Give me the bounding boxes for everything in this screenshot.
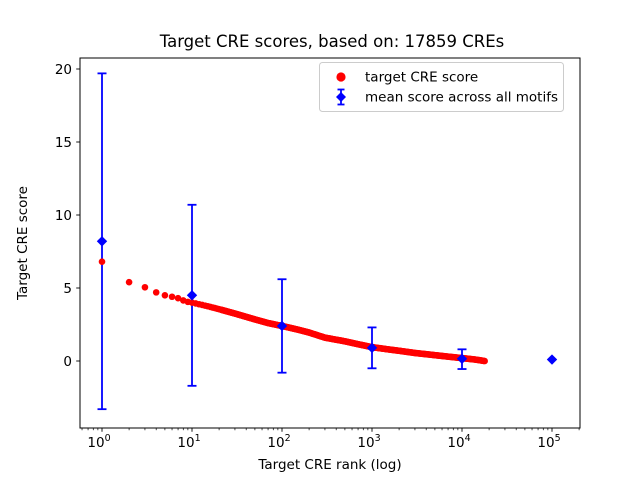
mean-diamond-point	[456, 353, 468, 365]
mean-diamond-point	[366, 342, 378, 354]
y-tick-label: 10	[55, 208, 72, 224]
y-axis-label: Target CRE score	[15, 186, 31, 301]
x-tick-label: 101	[177, 433, 200, 451]
mean-score-points	[96, 236, 558, 365]
axes: 100 101 102 103 104 105 0 5 10 15 20	[55, 62, 580, 451]
x-tick-label: 103	[357, 433, 380, 451]
legend-label-mean: mean score across all motifs	[365, 90, 558, 106]
x-tick-label: 100	[87, 433, 110, 451]
data-point	[481, 357, 488, 365]
x-tick-label: 105	[537, 433, 560, 451]
x-axis-label: Target CRE rank (log)	[257, 457, 401, 473]
y-tick-label: 15	[55, 135, 72, 151]
x-tick-label: 104	[447, 433, 470, 451]
mean-diamond-point	[96, 236, 108, 247]
mean-diamond-point	[546, 354, 558, 365]
data-point	[141, 283, 149, 291]
data-point	[98, 258, 106, 266]
legend: target CRE score mean score across all m…	[319, 62, 564, 112]
legend-item-mean: mean score across all motifs	[336, 88, 558, 106]
chart-title: Target CRE scores, based on: 17859 CREs	[159, 32, 505, 51]
y-tick-label: 5	[63, 281, 72, 297]
y-tick-label: 20	[55, 62, 72, 78]
mean-diamond-point	[186, 290, 198, 301]
data-point	[161, 292, 169, 299]
blue-diamond-errorbar-marker-icon	[336, 88, 346, 106]
data-point	[168, 293, 176, 301]
data-point	[152, 289, 160, 296]
legend-item-target: target CRE score	[336, 70, 478, 86]
red-circle-marker-icon	[336, 72, 346, 82]
legend-label-target: target CRE score	[365, 70, 478, 86]
y-tick-label: 0	[63, 354, 72, 370]
error-bars	[97, 72, 467, 411]
plot-frame	[79, 57, 581, 429]
target-score-points	[98, 258, 488, 365]
data-point	[174, 294, 182, 302]
legend-box	[319, 62, 564, 112]
mean-diamond-point	[276, 320, 288, 332]
plot-data	[96, 72, 558, 411]
x-tick-label: 102	[267, 433, 290, 451]
data-point	[125, 278, 133, 286]
